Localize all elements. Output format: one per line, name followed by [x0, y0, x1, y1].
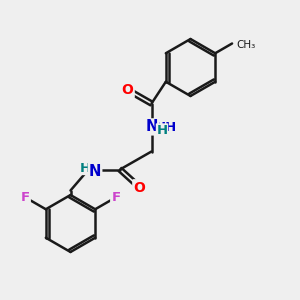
Text: F: F [20, 191, 30, 204]
Text: CH₃: CH₃ [237, 40, 256, 50]
Text: H: H [80, 161, 91, 175]
Text: H: H [156, 124, 168, 137]
Text: O: O [134, 181, 146, 194]
Text: N: N [146, 119, 158, 134]
Text: N: N [89, 164, 101, 178]
Text: NH: NH [154, 121, 177, 134]
Text: O: O [122, 83, 134, 97]
Text: F: F [111, 191, 121, 204]
